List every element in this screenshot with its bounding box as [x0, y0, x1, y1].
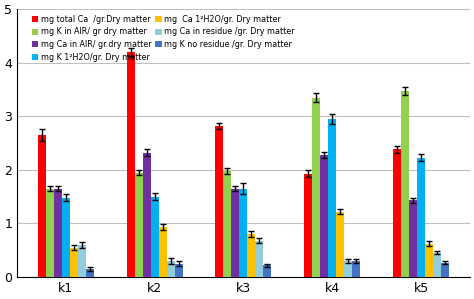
Bar	[158, 227, 166, 277]
Bar	[255, 241, 264, 277]
Bar	[46, 189, 54, 277]
Bar	[441, 263, 449, 277]
Bar	[215, 126, 223, 277]
Bar	[425, 244, 433, 277]
Bar	[344, 261, 352, 277]
Bar	[304, 174, 312, 277]
Bar	[135, 173, 143, 277]
Bar	[337, 212, 344, 277]
Bar	[37, 135, 46, 277]
Bar	[401, 91, 409, 277]
Bar	[417, 158, 425, 277]
Bar	[328, 119, 337, 277]
Bar	[409, 200, 417, 277]
Bar	[127, 52, 135, 277]
Bar	[86, 269, 94, 277]
Bar	[151, 197, 158, 277]
Bar	[433, 253, 441, 277]
Bar	[320, 155, 328, 277]
Bar	[264, 265, 272, 277]
Bar	[174, 264, 182, 277]
Bar	[393, 150, 401, 277]
Bar	[247, 234, 255, 277]
Bar	[143, 153, 151, 277]
Bar	[54, 189, 62, 277]
Bar	[312, 97, 320, 277]
Bar	[70, 248, 78, 277]
Bar	[352, 261, 360, 277]
Bar	[231, 189, 239, 277]
Bar	[166, 261, 174, 277]
Legend: mg total Ca  /gr.Dry matter, mg K in AIR/ gr dry matter, mg Ca in AIR/ gr.dry ma: mg total Ca /gr.Dry matter, mg K in AIR/…	[30, 13, 296, 63]
Bar	[239, 189, 247, 277]
Bar	[62, 198, 70, 277]
Bar	[223, 171, 231, 277]
Bar	[78, 245, 86, 277]
